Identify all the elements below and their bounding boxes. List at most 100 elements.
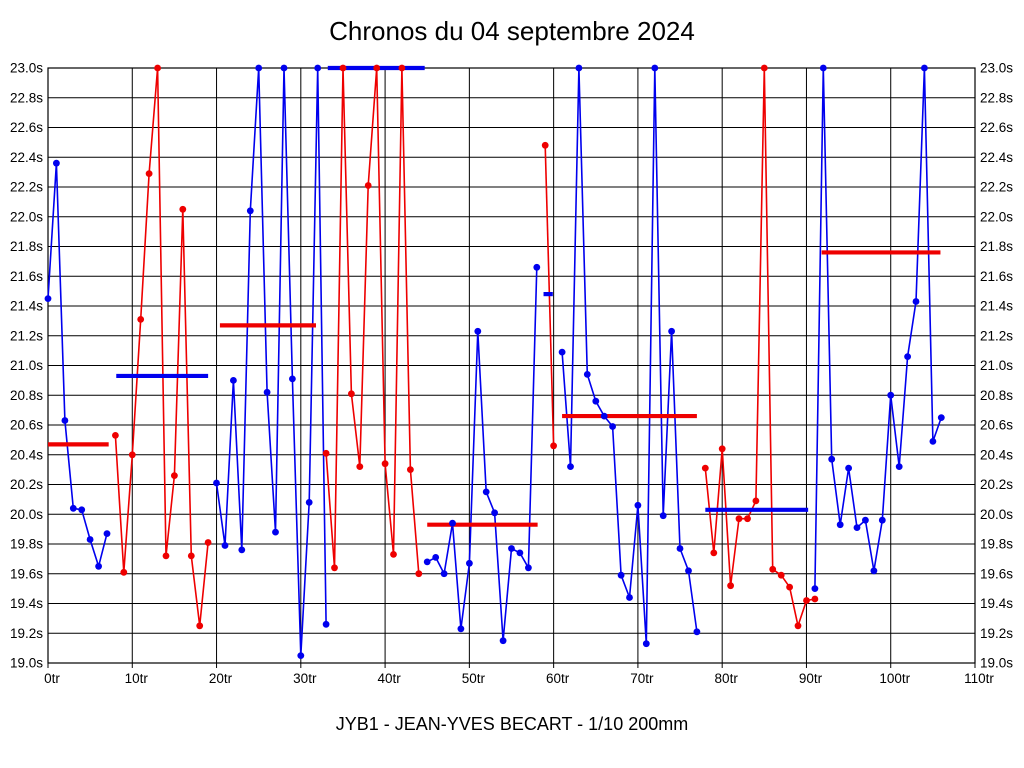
- lap-time-point: [769, 565, 777, 573]
- y-tick-label-left: 20.8s: [10, 388, 43, 403]
- lap-time-point: [44, 295, 52, 302]
- y-tick-label-left: 19.8s: [10, 537, 43, 552]
- lap-time-point: [651, 64, 659, 72]
- lap-time-point: [878, 516, 886, 524]
- lap-time-point: [449, 519, 456, 527]
- y-tick-label-right: 20.0s: [980, 507, 1013, 522]
- lap-time-point: [811, 585, 819, 592]
- lap-time-point: [348, 390, 355, 398]
- lap-time-point: [819, 64, 827, 72]
- lap-time-point: [322, 620, 330, 628]
- lap-time-point: [120, 568, 128, 576]
- lap-time-point: [432, 554, 440, 561]
- y-tick-label-left: 19.2s: [10, 626, 43, 641]
- lap-time-line: [215, 67, 327, 657]
- lap-time-point: [828, 455, 836, 463]
- lap-time-point: [803, 597, 810, 604]
- lap-time-point: [171, 472, 178, 479]
- lap-time-point: [440, 570, 448, 578]
- lap-time-point: [718, 445, 726, 453]
- lap-time-point: [179, 205, 187, 213]
- y-tick-label-right: 22.2s: [980, 180, 1013, 195]
- lap-time-point: [204, 539, 212, 546]
- lap-time-point: [862, 516, 869, 524]
- y-tick-label-left: 20.0s: [10, 507, 43, 522]
- plot-border: [47, 67, 976, 664]
- lap-time-point: [128, 451, 136, 459]
- y-tick-label-right: 22.8s: [980, 90, 1013, 105]
- y-tick-label-right: 19.4s: [980, 596, 1013, 611]
- lap-time-point: [457, 625, 465, 633]
- lap-time-point: [221, 542, 229, 549]
- y-tick-label-right: 19.0s: [980, 656, 1013, 671]
- lap-time-point: [811, 595, 819, 603]
- lap-time-point: [685, 567, 692, 575]
- y-tick-label-left: 22.6s: [10, 120, 43, 135]
- chart-title: Chronos du 04 septembre 2024: [329, 16, 695, 46]
- lap-time-point: [246, 207, 254, 215]
- y-tick-label-left: 21.6s: [10, 269, 43, 284]
- lap-time-point: [912, 298, 920, 305]
- lap-time-point: [567, 463, 574, 470]
- lap-time-point: [297, 652, 305, 659]
- lap-time-line: [561, 67, 698, 645]
- lap-time-point: [322, 449, 330, 457]
- lap-time-point: [508, 545, 515, 552]
- lap-time-point: [305, 499, 313, 506]
- y-tick-label-right: 21.0s: [980, 358, 1013, 373]
- lap-time-point: [710, 549, 718, 557]
- x-tick-label: 60tr: [546, 671, 570, 686]
- y-tick-label-left: 20.2s: [10, 477, 43, 492]
- y-tick-label-left: 20.4s: [10, 447, 43, 462]
- lap-time-point: [381, 460, 389, 468]
- lap-time-point: [474, 327, 482, 335]
- lap-time-point: [314, 64, 322, 72]
- lap-time-point: [735, 515, 743, 523]
- lap-time-point: [95, 562, 102, 570]
- lap-time-point: [904, 353, 911, 360]
- x-tick-label: 30tr: [293, 671, 317, 686]
- y-tick-label-left: 20.6s: [10, 418, 43, 433]
- lap-time-point: [482, 488, 490, 496]
- y-tick-label-right: 23.0s: [980, 61, 1013, 76]
- y-tick-label-right: 21.8s: [980, 239, 1013, 254]
- lap-time-point: [600, 412, 608, 420]
- lap-time-point: [499, 637, 507, 645]
- y-tick-label-left: 22.0s: [10, 209, 43, 224]
- lap-time-point: [929, 438, 937, 445]
- lap-time-point: [550, 442, 557, 450]
- lap-time-point: [575, 64, 583, 72]
- lap-time-point: [693, 628, 701, 636]
- lap-time-point: [187, 552, 195, 560]
- lap-time-point: [777, 571, 785, 579]
- lap-time-point: [617, 571, 625, 579]
- lap-time-point: [533, 263, 541, 271]
- y-tick-label-left: 23.0s: [10, 61, 43, 76]
- x-tick-label: 20tr: [209, 671, 233, 686]
- lap-time-point: [516, 549, 524, 557]
- x-tick-label: 90tr: [799, 671, 823, 686]
- lap-time-line: [47, 162, 108, 568]
- lap-time-line: [114, 67, 209, 627]
- lap-time-point: [558, 348, 566, 356]
- x-tick-label: 0tr: [44, 671, 60, 686]
- lap-time-point: [491, 509, 498, 517]
- lap-time-line: [325, 67, 420, 574]
- lap-time-point: [642, 640, 650, 648]
- x-tick-label: 100tr: [879, 671, 910, 686]
- y-tick-label-left: 21.0s: [10, 358, 43, 373]
- lap-time-point: [53, 159, 60, 167]
- lap-time-point: [78, 506, 86, 514]
- lap-time-point: [626, 594, 633, 601]
- lap-time-point: [541, 141, 549, 149]
- x-tick-label: 110tr: [964, 671, 994, 686]
- lap-time-point: [86, 536, 94, 543]
- lap-time-point: [213, 479, 220, 487]
- lap-time-point: [895, 463, 903, 470]
- lap-time-point: [583, 371, 591, 378]
- lap-time-point: [609, 423, 616, 430]
- lap-time-point: [845, 464, 852, 472]
- y-tick-label-right: 20.2s: [980, 477, 1013, 492]
- y-tick-label-right: 21.2s: [980, 328, 1013, 343]
- y-tick-label-right: 20.8s: [980, 388, 1013, 403]
